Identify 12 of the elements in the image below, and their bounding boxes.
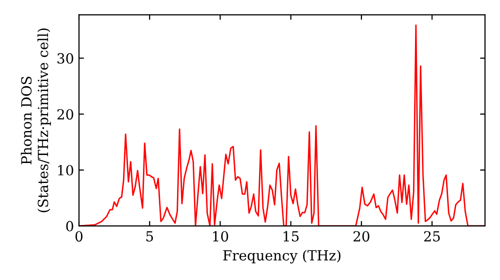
- x-tick-label: 20: [354, 231, 370, 242]
- x-axis-title: Frequency (THz): [223, 250, 340, 264]
- x-tick-label: 0: [75, 231, 82, 242]
- x-tick-label: 5: [146, 231, 153, 242]
- x-tick-label: 25: [424, 231, 440, 242]
- x-tick-label: 15: [284, 231, 299, 242]
- x-tick-label: 10: [213, 231, 228, 242]
- y-tick-label: 20: [57, 109, 74, 120]
- y-axis-title: Phonon DOS (States/THz·primitive cell): [20, 28, 51, 212]
- y-tick-label: 30: [58, 53, 74, 64]
- y-tick-label: 10: [58, 165, 74, 176]
- y-tick-label: 0: [66, 220, 74, 232]
